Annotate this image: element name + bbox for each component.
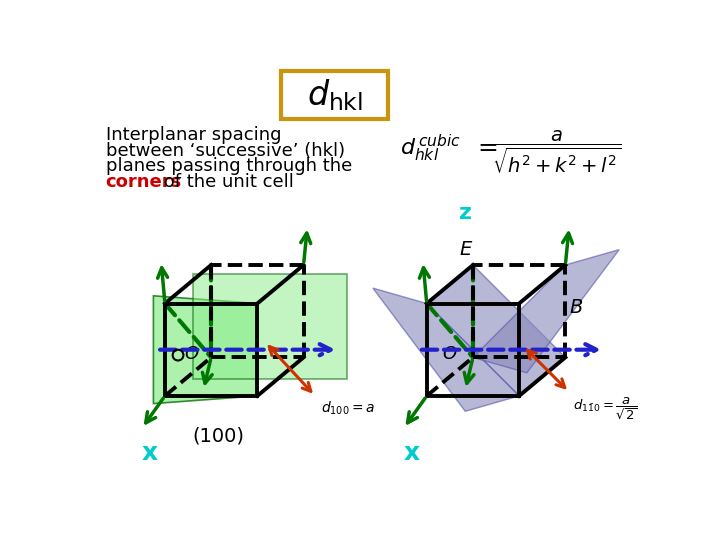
Polygon shape	[153, 296, 257, 403]
Text: B: B	[570, 298, 582, 317]
Text: E: E	[459, 240, 472, 259]
Text: planes passing through the: planes passing through the	[106, 157, 352, 175]
Text: $d_{\rm hkl}$: $d_{\rm hkl}$	[307, 77, 363, 113]
Polygon shape	[427, 265, 565, 396]
Text: z: z	[459, 202, 472, 222]
Polygon shape	[193, 274, 346, 379]
Text: O: O	[184, 345, 198, 362]
Text: x: x	[404, 441, 420, 464]
Text: (100): (100)	[193, 427, 245, 446]
Text: of the unit cell: of the unit cell	[158, 173, 294, 191]
Text: $=$: $=$	[473, 134, 498, 158]
Text: O: O	[442, 345, 456, 362]
Text: $d_{100} = a$: $d_{100} = a$	[321, 400, 376, 417]
Text: corners: corners	[106, 173, 182, 191]
Polygon shape	[373, 288, 519, 411]
Text: x: x	[142, 441, 158, 464]
FancyBboxPatch shape	[282, 71, 388, 119]
Text: $\dfrac{a}{\sqrt{h^2+k^2+l^2}}$: $\dfrac{a}{\sqrt{h^2+k^2+l^2}}$	[492, 128, 621, 175]
Text: Interplanar spacing: Interplanar spacing	[106, 126, 281, 144]
Text: between ‘successive’ (hkl): between ‘successive’ (hkl)	[106, 142, 345, 160]
Text: $d_{hkl}^{\,cubic}$: $d_{hkl}^{\,cubic}$	[400, 132, 461, 164]
Text: $d_{1\bar{1}0} = \dfrac{a}{\sqrt{2}}$: $d_{1\bar{1}0} = \dfrac{a}{\sqrt{2}}$	[573, 396, 638, 422]
Polygon shape	[473, 249, 619, 373]
